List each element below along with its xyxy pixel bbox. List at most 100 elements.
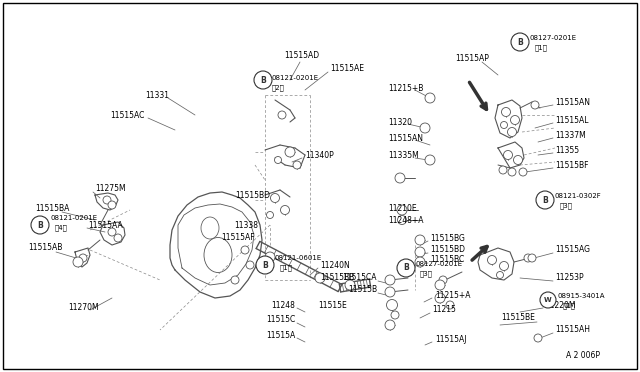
Text: 11515AD: 11515AD [284,51,319,60]
Text: （1）: （1） [535,45,548,51]
Ellipse shape [201,217,219,239]
Text: 11215+A: 11215+A [435,291,470,299]
Text: 11515BB: 11515BB [320,273,355,282]
Circle shape [499,262,509,270]
Text: 11515AH: 11515AH [555,326,590,334]
Text: 11338: 11338 [234,221,258,230]
Text: 11515AG: 11515AG [555,246,590,254]
Text: 11220M: 11220M [545,301,575,310]
Text: 11515BC: 11515BC [430,256,464,264]
Text: 11515AF: 11515AF [221,232,255,241]
Text: 11515A: 11515A [266,330,295,340]
Text: 11515B: 11515B [348,285,377,295]
Circle shape [385,275,395,285]
Circle shape [79,254,87,262]
Circle shape [397,205,407,215]
Circle shape [446,301,454,309]
Circle shape [500,122,508,128]
Circle shape [397,215,406,224]
Circle shape [271,193,280,202]
Text: 11515CA: 11515CA [342,273,377,282]
Text: 11515AL: 11515AL [555,115,589,125]
Text: 11240N: 11240N [320,260,349,269]
Circle shape [531,101,539,109]
Circle shape [266,212,273,218]
Text: （4）: （4） [55,225,68,231]
Circle shape [397,259,415,277]
Text: （3）: （3） [420,271,433,277]
Text: 11515BG: 11515BG [430,234,465,243]
Text: 11331: 11331 [145,90,169,99]
Circle shape [275,157,282,164]
Circle shape [395,173,405,183]
Circle shape [415,247,425,257]
Circle shape [256,256,274,274]
Text: A 2 006P: A 2 006P [566,350,600,359]
Text: 08127-0201E: 08127-0201E [416,261,463,267]
Text: （1）: （1） [280,265,293,271]
Circle shape [315,273,325,283]
Circle shape [241,246,249,254]
Text: 11515AJ: 11515AJ [435,336,467,344]
Circle shape [504,151,513,160]
Text: 11515C: 11515C [266,315,295,324]
Text: 11210E: 11210E [388,203,417,212]
Text: 08915-3401A: 08915-3401A [558,293,605,299]
Circle shape [385,287,395,297]
Text: 11515BF: 11515BF [555,160,589,170]
Circle shape [534,334,542,342]
Text: 11515BE: 11515BE [501,314,535,323]
Text: 11515AA: 11515AA [88,221,123,230]
Circle shape [391,311,399,319]
Text: 08121-0302F: 08121-0302F [555,193,602,199]
Circle shape [420,123,430,133]
Text: 11320: 11320 [388,118,412,126]
Circle shape [108,228,116,236]
Circle shape [108,201,116,209]
Circle shape [385,320,395,330]
Text: 08127-0201E: 08127-0201E [530,35,577,41]
Circle shape [499,166,507,174]
Circle shape [497,272,504,279]
Circle shape [246,261,254,269]
Text: B: B [403,263,409,273]
Text: （2）: （2） [272,85,285,91]
Text: 11515AE: 11515AE [330,64,364,73]
Circle shape [31,216,49,234]
Text: 11275M: 11275M [95,183,125,192]
Text: 11253P: 11253P [555,273,584,282]
Text: B: B [542,196,548,205]
Text: 11515BA: 11515BA [35,203,69,212]
Circle shape [508,128,516,137]
Circle shape [425,155,435,165]
Circle shape [280,205,289,215]
Text: B: B [37,221,43,230]
Circle shape [528,254,536,262]
Circle shape [415,257,425,267]
Circle shape [524,254,532,262]
Circle shape [435,293,445,303]
Circle shape [536,191,554,209]
Text: （3）: （3） [560,203,573,209]
Circle shape [540,292,556,308]
Ellipse shape [204,237,232,273]
Text: 11515AC: 11515AC [110,110,145,119]
Text: 11355: 11355 [555,145,579,154]
Circle shape [345,280,355,290]
Circle shape [265,252,275,262]
Circle shape [103,196,111,204]
Text: 11337M: 11337M [555,131,586,140]
Circle shape [254,71,272,89]
Text: B: B [262,260,268,269]
Text: 08121-0601E: 08121-0601E [275,255,323,261]
Text: 11270M: 11270M [68,304,99,312]
Circle shape [231,276,239,284]
Circle shape [511,33,529,51]
Circle shape [278,111,286,119]
Circle shape [511,115,520,125]
Text: 11335M: 11335M [388,151,419,160]
Circle shape [415,235,425,245]
Circle shape [425,93,435,103]
Text: （1）: （1） [563,303,576,309]
Text: 11215: 11215 [432,305,456,314]
